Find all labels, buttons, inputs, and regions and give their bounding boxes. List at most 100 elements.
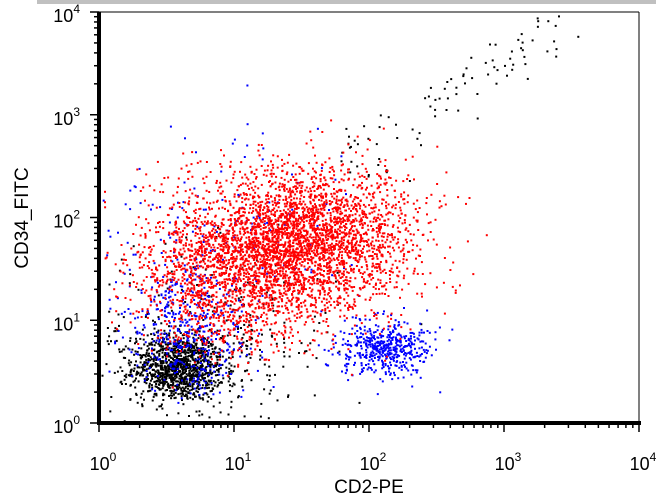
event-point-series-0	[266, 374, 269, 377]
event-point-series-0	[464, 82, 466, 85]
event-point-series-1	[183, 181, 186, 184]
event-point-series-0	[263, 363, 266, 366]
event-point-series-2	[438, 206, 441, 209]
event-point-series-2	[226, 232, 229, 235]
event-point-series-2	[333, 197, 336, 200]
event-point-series-2	[225, 179, 228, 182]
event-point-series-1	[448, 339, 451, 342]
event-point-series-1	[375, 352, 378, 355]
event-point-series-1	[381, 361, 384, 364]
event-point-series-0	[130, 373, 133, 376]
event-point-series-2	[339, 213, 342, 216]
event-point-series-2	[336, 279, 339, 282]
event-point-series-0	[200, 354, 203, 357]
event-point-series-2	[449, 246, 452, 249]
event-point-series-0	[149, 356, 152, 359]
event-point-series-0	[196, 362, 199, 365]
event-point-series-0	[218, 382, 221, 384]
event-point-series-1	[327, 349, 330, 352]
event-point-series-1	[190, 365, 193, 368]
event-point-series-0	[455, 93, 458, 96]
event-point-series-1	[396, 333, 399, 336]
event-point-series-2	[238, 208, 241, 211]
event-point-series-1	[365, 336, 368, 339]
event-point-series-0	[504, 64, 506, 67]
event-point-series-1	[186, 278, 189, 281]
event-point-series-1	[171, 284, 174, 287]
event-point-series-0	[228, 370, 231, 373]
event-point-series-1	[336, 351, 339, 354]
event-point-series-2	[311, 224, 314, 227]
event-point-series-2	[395, 203, 397, 206]
event-point-series-2	[332, 338, 335, 341]
event-point-series-2	[240, 220, 243, 223]
event-point-series-0	[172, 359, 175, 362]
event-point-series-0	[217, 370, 220, 373]
event-point-series-2	[279, 216, 282, 219]
event-point-series-2	[303, 208, 306, 210]
event-point-series-0	[130, 361, 133, 364]
event-point-series-1	[365, 342, 367, 345]
event-point-series-1	[193, 377, 195, 380]
event-point-series-0	[210, 331, 213, 334]
event-point-series-2	[271, 200, 274, 203]
event-point-series-1	[181, 321, 184, 324]
event-point-series-1	[202, 379, 205, 382]
event-point-series-0	[184, 386, 187, 389]
event-point-series-0	[184, 355, 187, 358]
event-point-series-0	[178, 384, 181, 386]
event-point-series-2	[333, 192, 336, 195]
event-point-series-1	[198, 371, 201, 374]
event-point-series-2	[320, 332, 323, 335]
event-point-series-2	[402, 277, 405, 280]
event-point-series-1	[381, 328, 384, 331]
event-point-series-2	[144, 199, 146, 202]
event-point-series-0	[171, 384, 174, 387]
event-point-series-2	[325, 265, 328, 268]
event-point-series-2	[320, 169, 323, 172]
event-point-series-2	[302, 226, 304, 229]
event-point-series-1	[401, 347, 404, 350]
event-point-series-1	[316, 224, 319, 227]
event-point-series-0	[259, 354, 262, 357]
event-point-series-2	[234, 297, 237, 300]
event-point-series-2	[206, 220, 209, 223]
event-point-series-0	[191, 388, 194, 390]
event-point-series-2	[392, 224, 395, 227]
event-point-series-1	[168, 346, 171, 349]
event-point-series-2	[283, 292, 286, 295]
event-point-series-1	[167, 342, 170, 345]
event-point-series-1	[371, 346, 374, 349]
event-point-series-2	[295, 227, 298, 230]
event-point-series-1	[153, 356, 156, 359]
event-point-series-1	[398, 366, 401, 369]
event-point-series-0	[387, 116, 390, 119]
event-point-series-1	[164, 294, 167, 297]
event-point-series-2	[342, 219, 345, 222]
event-point-series-2	[350, 241, 353, 244]
event-point-series-2	[298, 316, 301, 319]
event-point-series-0	[149, 343, 152, 346]
event-point-series-2	[281, 232, 284, 235]
event-point-series-0	[151, 338, 154, 340]
event-point-series-2	[205, 175, 208, 178]
event-point-series-1	[360, 364, 363, 367]
event-point-series-0	[162, 360, 165, 363]
event-point-series-2	[359, 207, 361, 210]
event-point-series-0	[160, 345, 163, 348]
event-point-series-2	[274, 215, 276, 217]
event-point-series-1	[162, 275, 165, 278]
event-point-series-0	[161, 382, 164, 384]
event-point-series-2	[435, 286, 438, 289]
event-point-series-2	[343, 239, 345, 242]
event-point-series-1	[399, 339, 402, 342]
event-point-series-2	[267, 217, 270, 220]
event-point-series-0	[179, 392, 182, 395]
event-point-series-0	[190, 376, 193, 379]
event-point-series-0	[270, 334, 273, 337]
event-point-series-1	[186, 339, 189, 342]
event-point-series-2	[329, 217, 332, 219]
event-point-series-0	[210, 274, 213, 276]
event-point-series-0	[139, 374, 141, 377]
event-point-series-2	[372, 229, 375, 232]
